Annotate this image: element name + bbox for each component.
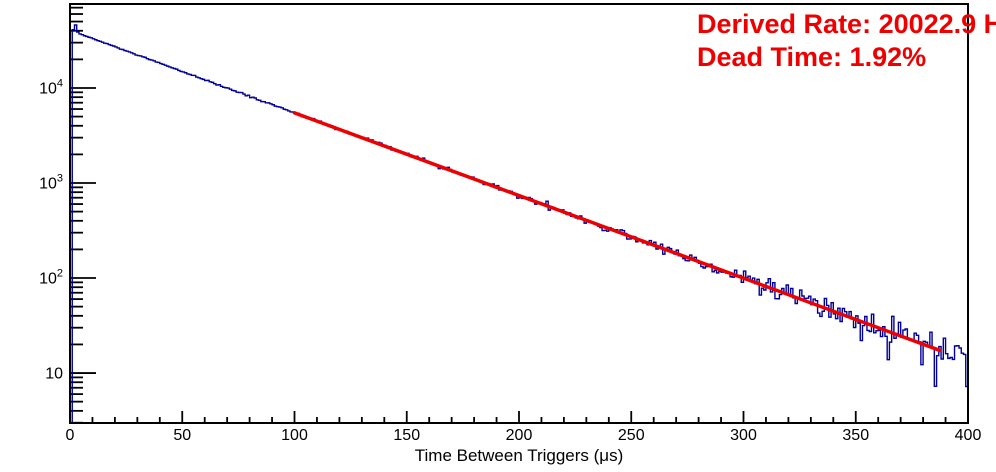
x-tick-label: 250 bbox=[618, 427, 645, 444]
y-tick-label: 10 bbox=[45, 366, 63, 383]
x-tick-label: 200 bbox=[506, 427, 533, 444]
x-axis-title: Time Between Triggers (μs) bbox=[414, 446, 624, 465]
fit-line bbox=[292, 111, 942, 353]
histogram-line bbox=[70, 24, 968, 424]
y-tick-label: 102 bbox=[39, 268, 63, 288]
y-tick-label: 103 bbox=[39, 172, 63, 192]
derived-rate-text: Derived Rate: 20022.9 Hz bbox=[697, 9, 996, 39]
x-tick-label: 350 bbox=[842, 427, 869, 444]
plot-frame bbox=[69, 3, 969, 424]
y-tick-label: 104 bbox=[39, 77, 63, 97]
dead-time-text: Dead Time: 1.92% bbox=[697, 42, 927, 72]
x-tick-label: 400 bbox=[955, 427, 982, 444]
stats-annotation: Derived Rate: 20022.9 Hz Dead Time: 1.92… bbox=[697, 8, 996, 74]
x-tick-label: 300 bbox=[730, 427, 757, 444]
x-tick-label: 100 bbox=[281, 427, 308, 444]
x-tick-label: 150 bbox=[393, 427, 420, 444]
x-tick-label: 50 bbox=[173, 427, 191, 444]
x-tick-label: 0 bbox=[66, 427, 75, 444]
